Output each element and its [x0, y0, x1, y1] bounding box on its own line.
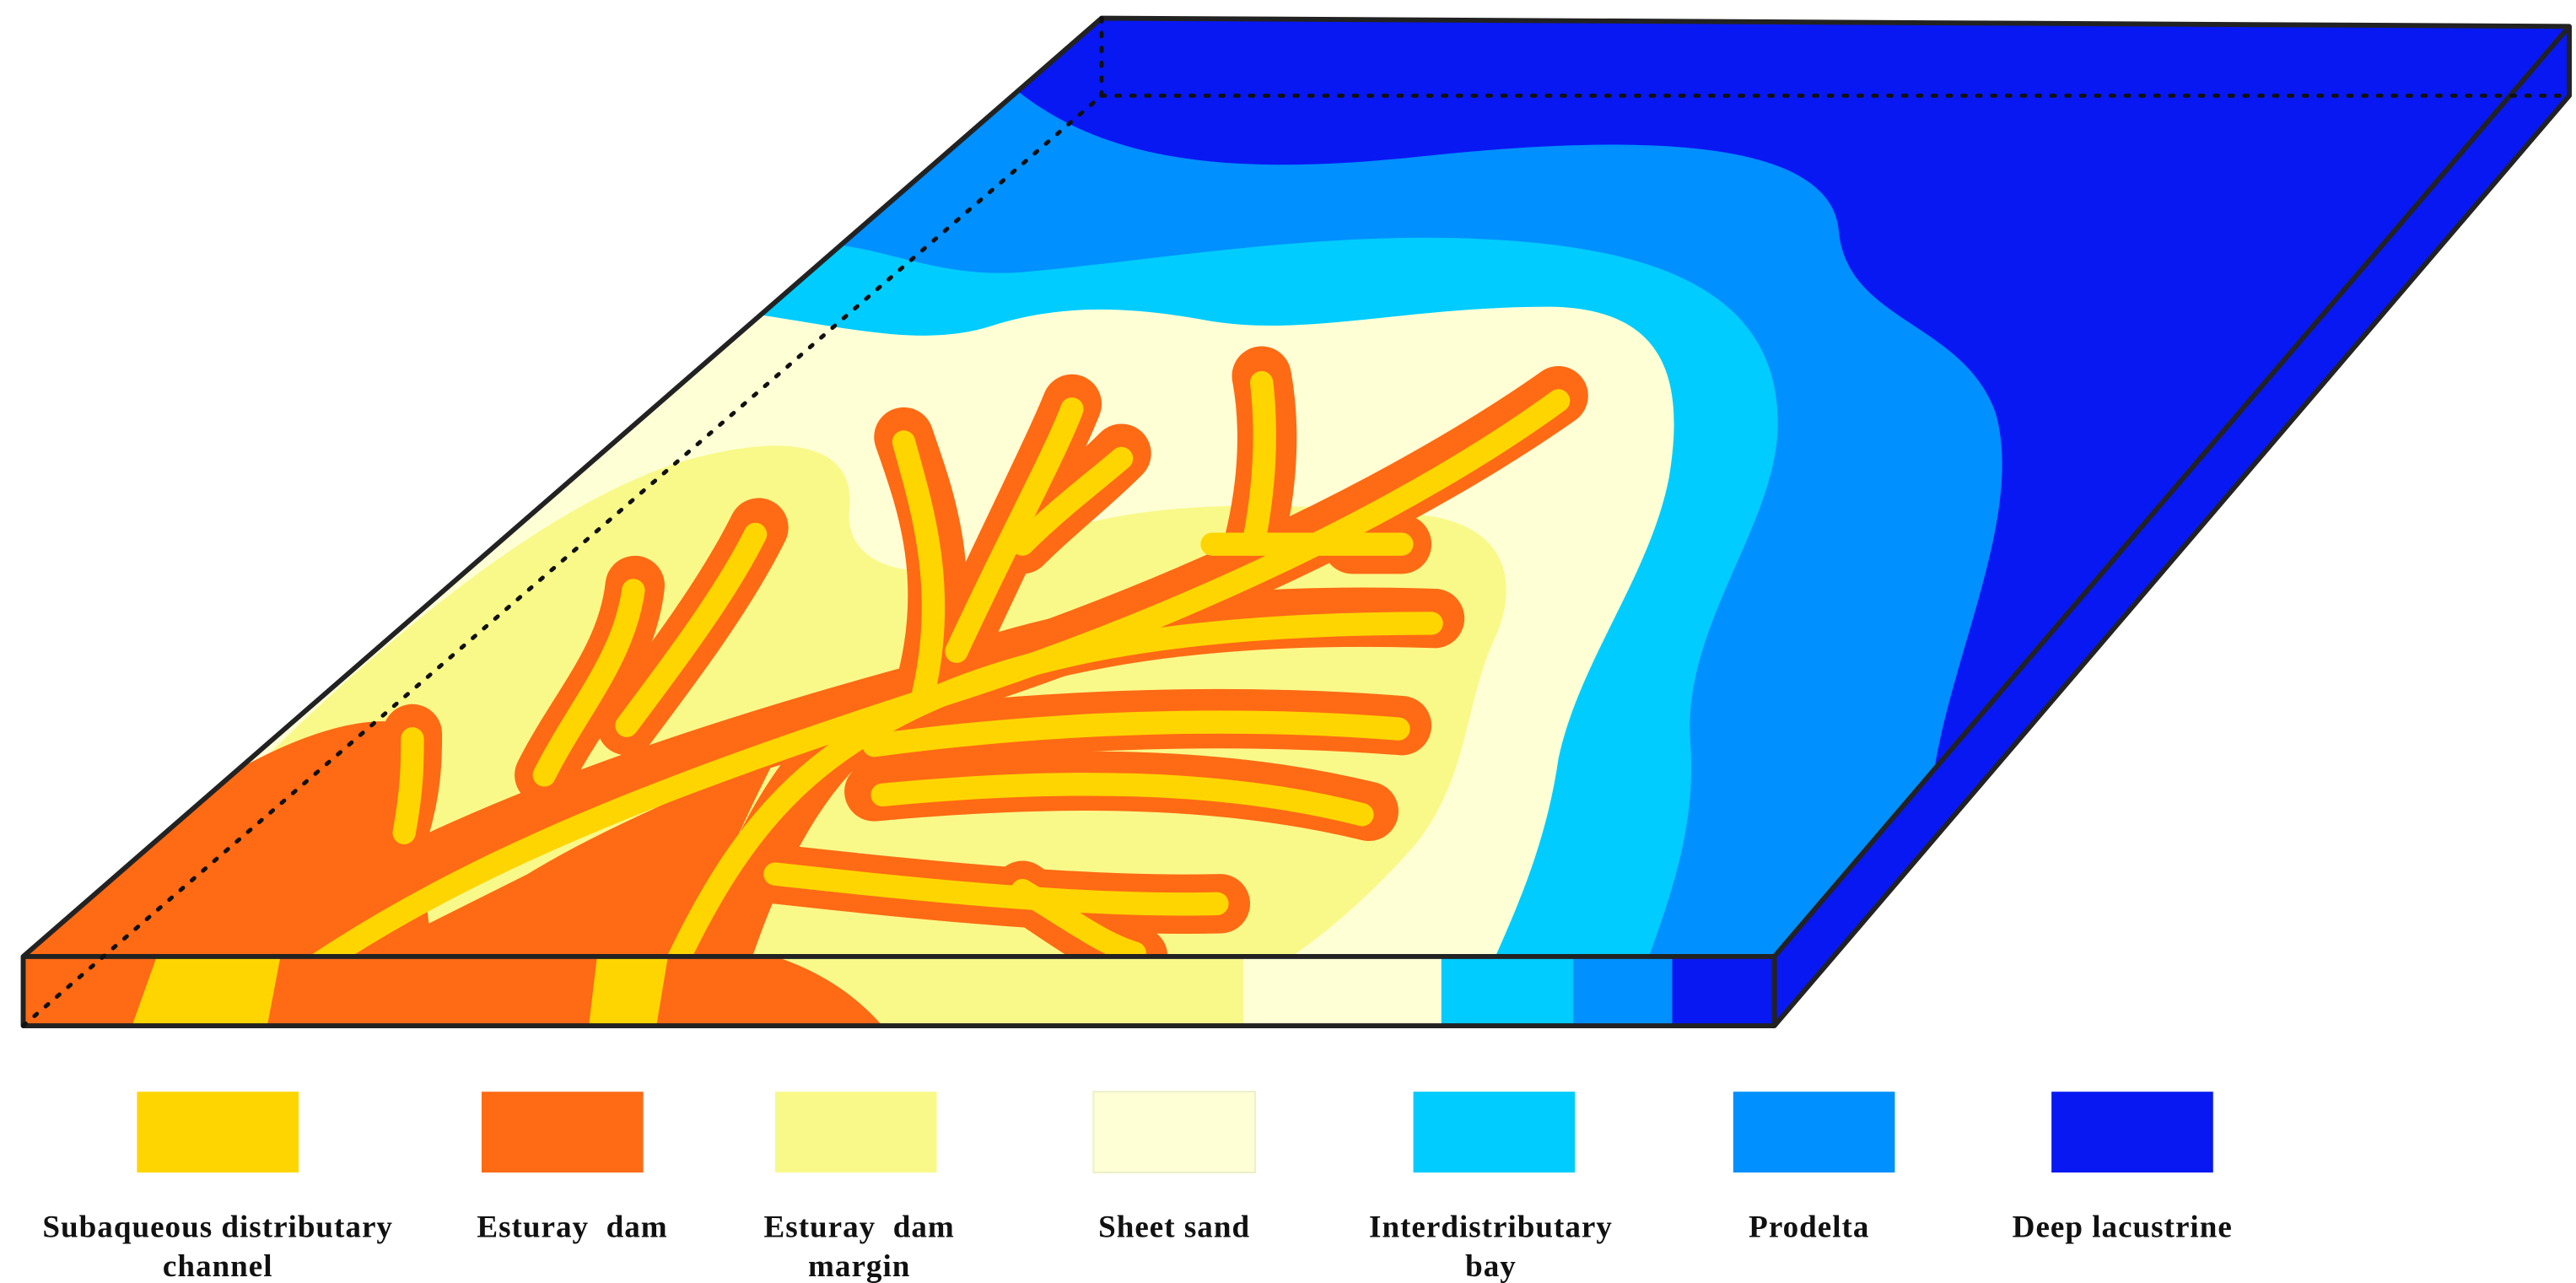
legend-item-interdistributary-bay: Interdistributary bay — [1369, 1092, 1613, 1283]
legend-item-deep-lacustrine: Deep lacustrine — [2013, 1092, 2233, 1244]
legend-item-esturay-dam: Esturay dam — [477, 1092, 667, 1244]
legend-swatch-esturay-dam — [481, 1092, 644, 1173]
legend-swatch-subaqueous-distributary-channel — [137, 1092, 299, 1173]
esturay-dam-body — [23, 346, 1588, 957]
block-front-face — [23, 956, 1775, 1027]
legend-label-subaqueous-distributary-channel-line1: Subaqueous distributary — [42, 1210, 393, 1244]
legend-item-sheet-sand: Sheet sand — [1092, 1091, 1256, 1244]
legend-swatch-deep-lacustrine — [2051, 1092, 2213, 1173]
legend-swatch-interdistributary-bay — [1413, 1092, 1576, 1173]
legend-label-sheet-sand: Sheet sand — [1098, 1210, 1250, 1244]
legend-item-prodelta: Prodelta — [1733, 1092, 1895, 1244]
legend-item-esturay-dam-margin: Esturay dam margin — [764, 1092, 955, 1283]
hidden-edges — [21, 16, 2572, 1028]
front-channel-2 — [589, 956, 668, 1027]
legend-label-esturay-dam-margin-line2: margin — [808, 1249, 910, 1283]
legend: Subaqueous distributary channel Esturay … — [42, 1091, 2233, 1283]
legend-label-esturay-dam: Esturay dam — [477, 1210, 667, 1244]
legend-swatch-sheet-sand — [1092, 1091, 1256, 1173]
legend-label-deep-lacustrine: Deep lacustrine — [2013, 1210, 2233, 1244]
legend-swatch-prodelta — [1733, 1092, 1895, 1173]
front-channel-1 — [132, 956, 281, 1027]
legend-label-subaqueous-distributary-channel-line2: channel — [163, 1249, 273, 1283]
legend-item-subaqueous-distributary-channel: Subaqueous distributary channel — [42, 1092, 393, 1283]
legend-label-interdistributary-bay-line2: bay — [1465, 1249, 1517, 1283]
legend-swatch-esturay-dam-margin — [774, 1092, 937, 1173]
legend-label-prodelta: Prodelta — [1749, 1210, 1869, 1244]
block-side-face — [1774, 26, 2570, 1027]
subaqueous-distributary-channels — [186, 370, 1571, 957]
block-outline — [20, 15, 2572, 1028]
legend-label-interdistributary-bay-line1: Interdistributary — [1369, 1210, 1613, 1244]
esturay-dam-lower-mass — [23, 721, 875, 957]
legend-label-esturay-dam-margin-line1: Esturay dam — [764, 1210, 955, 1244]
